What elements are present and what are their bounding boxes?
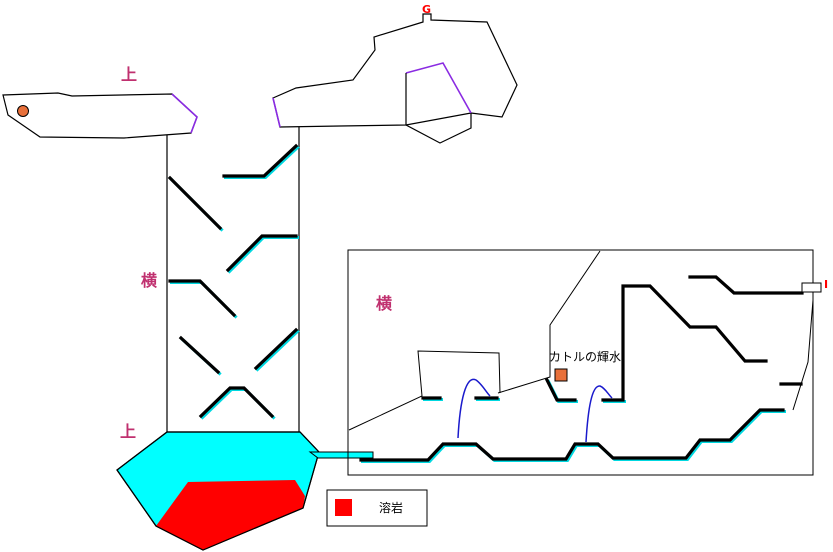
- door-top-left: [171, 93, 198, 134]
- marker-top-left: [17, 105, 29, 117]
- lava-area: [156, 480, 305, 550]
- top-left-room: [2, 92, 198, 139]
- label-side-left: 横: [141, 271, 158, 290]
- item-label: I: [824, 278, 828, 291]
- label-up-top: 上: [121, 65, 137, 84]
- spring-label: カトルの輝水: [549, 350, 621, 364]
- legend-lava-text: 溶岩: [379, 500, 403, 515]
- pool: [116, 431, 374, 551]
- legend: 溶岩: [326, 489, 428, 527]
- goal-label: G: [422, 3, 431, 16]
- legend-lava-swatch: [335, 499, 352, 516]
- top-right-room: G: [272, 3, 518, 144]
- label-side-right: 横: [376, 294, 393, 313]
- vertical-shaft: [166, 127, 300, 432]
- shaft-platforms: [167, 143, 300, 420]
- label-up-bottom: 上: [120, 422, 136, 441]
- pool-channel: [308, 451, 374, 459]
- side-room: I カトルの輝水: [347, 249, 828, 476]
- spring-marker: [554, 368, 568, 382]
- door-top-right: [272, 97, 281, 128]
